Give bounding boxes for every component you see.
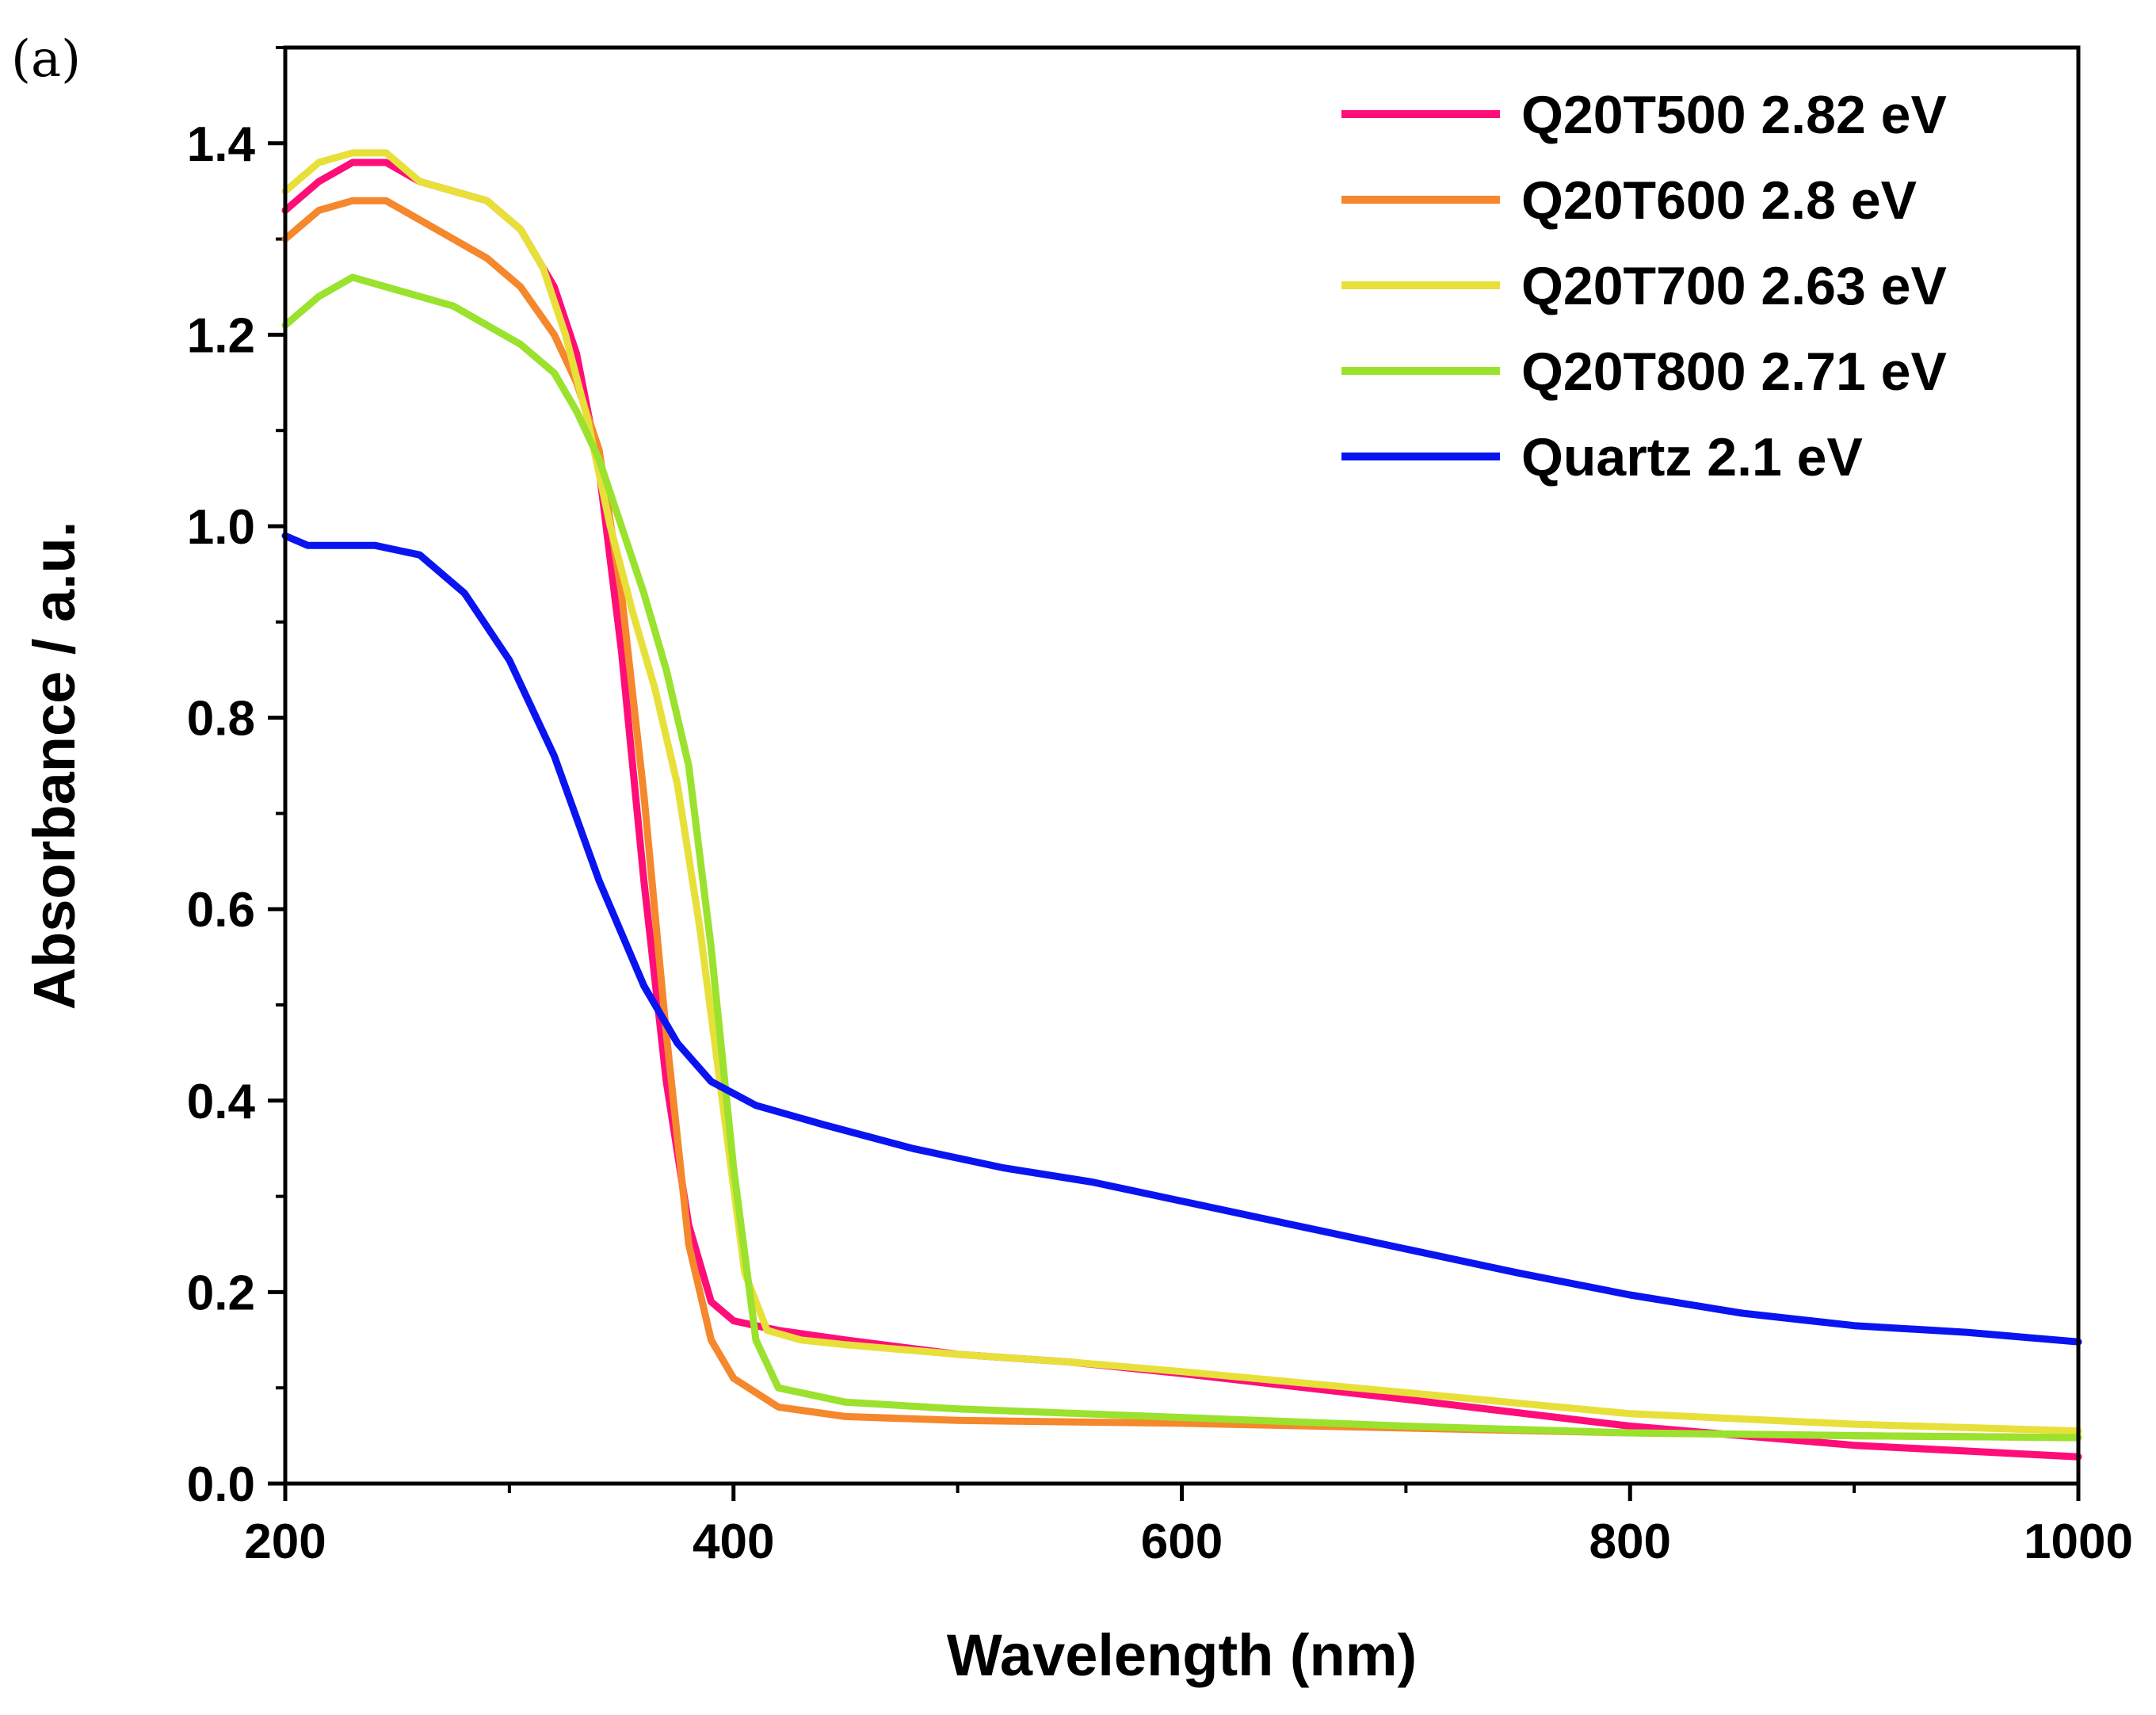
y-tick-label: 1.2 [187, 308, 255, 363]
x-tick-label: 200 [244, 1514, 326, 1569]
y-tick-label: 0.6 [187, 883, 255, 938]
legend-label-2: Q20T600 2.8 eV [1521, 170, 1917, 231]
y-tick-label: 0.4 [187, 1075, 256, 1129]
series-line-2 [281, 197, 2082, 1442]
legend-label-5: Quartz 2.1 eV [1521, 427, 1863, 487]
legend-label-3: Q20T700 2.63 eV [1521, 256, 1947, 316]
axis-ticks: 200 400 600 800 1000 0.0 0.2 0.4 0.6 0.8 1.0 1.2 1.4 [187, 46, 2133, 1569]
series-line-5 [281, 532, 2082, 1346]
y-tick-label: 0.0 [187, 1457, 255, 1512]
series-line-3 [281, 149, 2082, 1435]
series-line-4 [281, 273, 2082, 1442]
legend-label-4: Q20T800 2.71 eV [1521, 342, 1947, 402]
y-tick-label: 1.4 [187, 117, 256, 172]
x-axis-title: Wavelength (nm) [947, 1622, 1417, 1688]
y-tick-label: 0.8 [187, 692, 255, 747]
legend: Q20T500 2.82 eV Q20T600 2.8 eV Q20T700 2.6… [1341, 85, 1947, 487]
y-tick-label: 0.2 [187, 1266, 255, 1320]
x-tick-label: 800 [1589, 1514, 1671, 1569]
legend-label-1: Q20T500 2.82 eV [1521, 85, 1947, 145]
panel-label: (a) [11, 30, 81, 89]
x-tick-label: 600 [1141, 1514, 1223, 1569]
x-tick-label: 1000 [2024, 1514, 2133, 1569]
y-axis-title: Absorbance / a.u. [21, 521, 87, 1010]
x-tick-label: 400 [693, 1514, 774, 1569]
series-layer [281, 149, 2082, 1461]
plot-frame [283, 45, 2081, 1486]
y-tick-label: 1.0 [187, 500, 255, 555]
